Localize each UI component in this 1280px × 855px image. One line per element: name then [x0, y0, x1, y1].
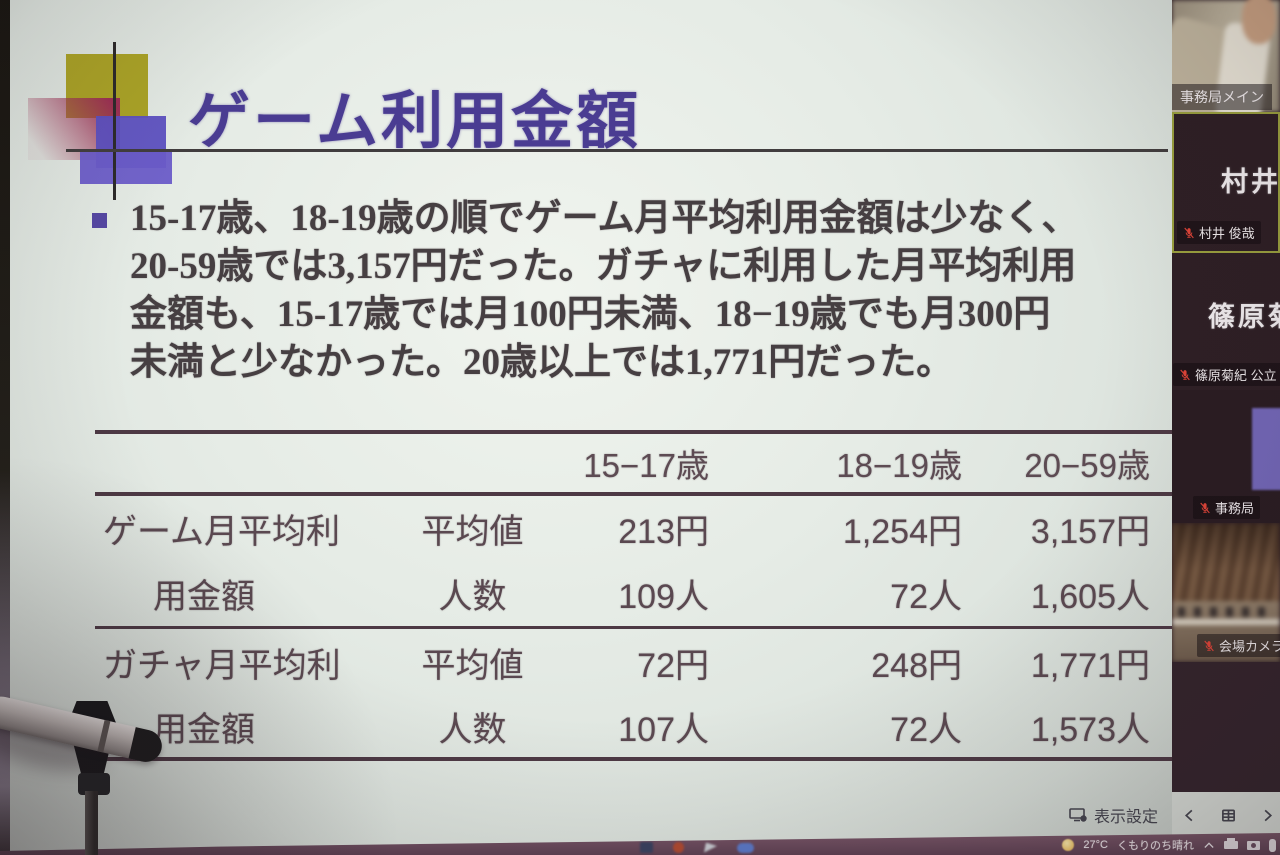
- tray-expand-chevron-icon[interactable]: [1203, 840, 1215, 850]
- chevron-right-icon: [1260, 808, 1275, 823]
- taskbar-app-icons: [640, 842, 754, 853]
- table-header-empty: [395, 434, 550, 492]
- table-cell-group: ガチャ月平均利: [103, 646, 341, 685]
- table-cell-value: 107人: [618, 710, 709, 749]
- gallery-prev-button[interactable]: [1182, 808, 1197, 823]
- table-cell-metric: 人数: [438, 577, 507, 616]
- slide-data-table: 15−17歳 18−19歳 20−59歳 ゲーム月平均利 平均値 213円 1,…: [95, 430, 1180, 761]
- slide-deco-purple-square: [80, 152, 172, 184]
- table-cell-metric: 平均値: [421, 512, 524, 551]
- table-cell-value: 1,771円: [1030, 646, 1150, 685]
- table-header-age-15-17: 15−17歳: [583, 447, 709, 484]
- weather-sun-icon: [1062, 839, 1075, 851]
- display-settings-label: 表示設定: [1093, 809, 1158, 826]
- table-cell-value: 3,157円: [1030, 512, 1150, 551]
- participant-name: 会場カメラ: [1219, 639, 1280, 654]
- weather-description[interactable]: くもりのち晴れ: [1117, 840, 1194, 852]
- printer-tray-icon[interactable]: [1224, 838, 1238, 849]
- muted-mic-icon: [1179, 369, 1191, 381]
- camera-tray-icon[interactable]: [1247, 840, 1260, 850]
- muted-mic-icon: [1203, 640, 1215, 652]
- taskbar-app-icon[interactable]: [704, 842, 717, 853]
- bullet-square-icon: [92, 213, 107, 228]
- weather-temperature[interactable]: 27°C: [1083, 839, 1108, 851]
- table-header-age-18-19: 18−19歳: [836, 447, 962, 484]
- table-cell-value: 1,605人: [1030, 577, 1150, 616]
- participant-big-name: 篠原菊紀: [1208, 302, 1280, 332]
- table-cell-value: 72円: [637, 646, 709, 685]
- participant-name: 篠原菊紀 公立: [1195, 368, 1277, 383]
- paragraph-line: 未満と少なかった。20歳以上では1,771円だった。: [130, 342, 954, 383]
- table-header-empty: [95, 434, 395, 492]
- taskbar-system-tray: 27°C くもりのち晴れ: [1062, 837, 1276, 853]
- shared-slide: ゲーム利用金額 15-17歳、18-19歳の順でゲーム月平均利用金額は少なく、 …: [10, 0, 1180, 855]
- participant-name-tag: 篠原菊紀 公立: [1173, 363, 1280, 386]
- table-cell-value: 1,254円: [842, 512, 962, 551]
- participant-name-tag: 事務局メイン: [1172, 84, 1272, 110]
- participant-big-name: 村井: [1221, 167, 1280, 197]
- table-cell-metric: 平均値: [421, 646, 524, 685]
- slide-title: ゲーム利用金額: [188, 87, 642, 156]
- video-tile-shinohara[interactable]: 篠原菊紀 篠原菊紀 公立: [1172, 253, 1280, 390]
- table-cell-value: 109人: [618, 577, 709, 616]
- table-rule-bottom: [95, 757, 1180, 761]
- table-cell-value: 72人: [890, 577, 962, 616]
- slide-paragraph: 15-17歳、18-19歳の順でゲーム月平均利用金額は少なく、 20-59歳では…: [130, 195, 1175, 387]
- video-tile-jimukyoku[interactable]: 事務局: [1172, 390, 1280, 523]
- slide-deco-title-underline: [66, 149, 1168, 152]
- table-rule-header: [95, 492, 1180, 496]
- slide-deco-vertical-line: [113, 42, 116, 200]
- table-cell-value: 1,573人: [1030, 710, 1150, 749]
- participant-name-tag: 事務局: [1193, 496, 1261, 519]
- table-cell-group: 用金額: [153, 577, 255, 616]
- display-settings-icon: [1069, 807, 1089, 823]
- video-feed: [1172, 523, 1280, 662]
- video-tile-venue-camera[interactable]: 会場カメラ: [1172, 523, 1280, 662]
- table-cell-value: 248円: [871, 646, 962, 685]
- table-cell-group: 用金額: [153, 710, 255, 749]
- taskbar-app-icon[interactable]: [673, 842, 684, 853]
- video-tile-jimukyoku-main[interactable]: 事務局メイン: [1172, 0, 1280, 112]
- table-cell-value: 213円: [618, 512, 709, 551]
- zoom-participants-sidebar: 事務局メイン 村井 村井 俊哉 篠原菊紀 篠原菊紀 公立 事務局: [1172, 0, 1280, 792]
- video-tile-murai[interactable]: 村井 村井 俊哉: [1172, 112, 1280, 253]
- chevron-left-icon: [1182, 808, 1197, 823]
- table-cell-group: ゲーム月平均利: [103, 512, 340, 551]
- muted-mic-icon: [1183, 227, 1195, 239]
- taskbar-app-icon[interactable]: [640, 842, 653, 853]
- table-cell-metric: 人数: [438, 710, 507, 749]
- paragraph-line: 15-17歳、18-19歳の順でゲーム月平均利用金額は少なく、: [130, 198, 1079, 239]
- table-cell-value: 72人: [890, 710, 962, 749]
- participant-name: 事務局: [1215, 501, 1255, 516]
- screen-left-bezel: [0, 0, 10, 855]
- table-rule-top: [95, 430, 1180, 434]
- muted-mic-icon: [1199, 502, 1211, 514]
- table-rule-middle: [95, 626, 1180, 629]
- display-settings-button[interactable]: 表示設定: [1069, 803, 1158, 827]
- paragraph-line: 金額も、15-17歳では月100円未満、18−19歳でも月300円: [130, 294, 1051, 335]
- paragraph-line: 20-59歳では3,157円だった。ガチャに利用した月平均利用: [130, 246, 1077, 287]
- table-header-age-20-59: 20−59歳: [1024, 447, 1150, 484]
- gallery-next-button[interactable]: [1260, 808, 1275, 823]
- participant-name-tag: 会場カメラ: [1197, 634, 1280, 657]
- participant-name: 事務局メイン: [1180, 89, 1264, 105]
- participant-name: 村井 俊哉: [1199, 226, 1255, 241]
- participant-name-tag: 村井 俊哉: [1177, 221, 1261, 244]
- gallery-grid-button[interactable]: [1221, 808, 1236, 823]
- device-tray-icon[interactable]: [1269, 838, 1276, 852]
- shared-screen-thumbnail: [1252, 408, 1280, 490]
- taskbar-app-icon[interactable]: [737, 842, 754, 853]
- gallery-grid-icon: [1221, 808, 1236, 823]
- zoom-gallery-controls: 表示設定: [1069, 799, 1275, 831]
